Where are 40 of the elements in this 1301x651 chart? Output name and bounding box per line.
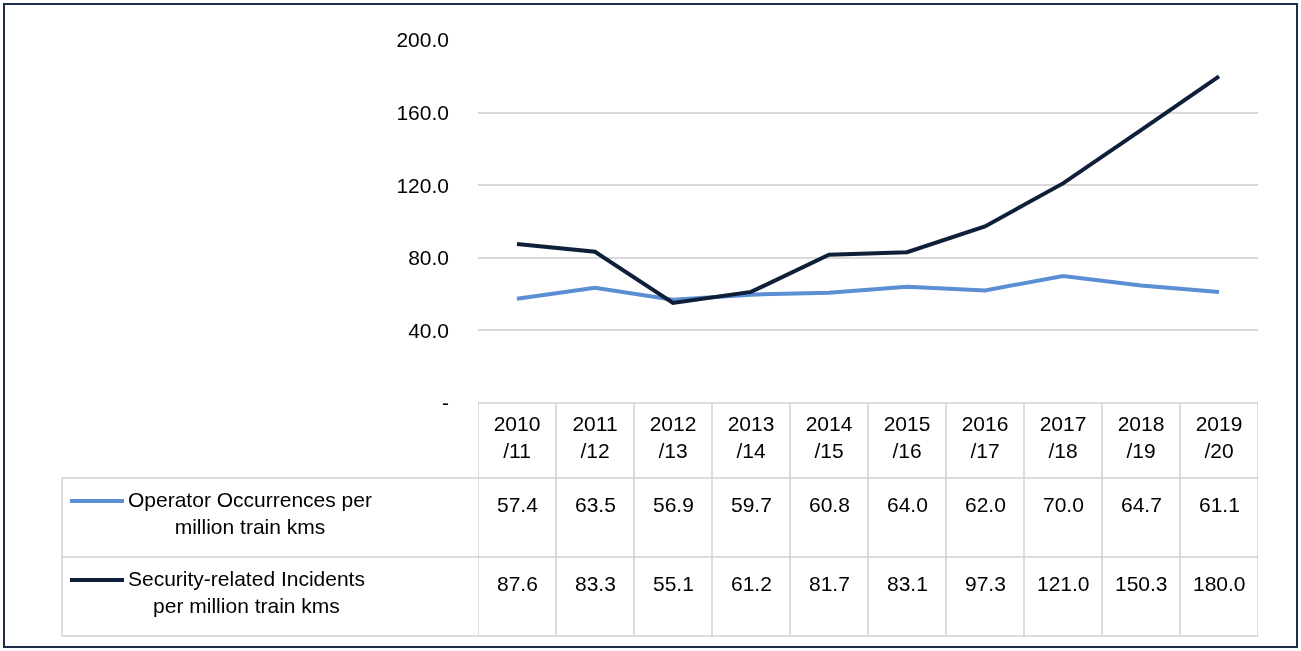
x-tick-label: 2010/11 <box>493 412 541 463</box>
data-label: 62.0 <box>965 493 1006 516</box>
data-label: 64.7 <box>1121 493 1162 516</box>
x-tick-label: 2011/12 <box>572 412 618 463</box>
data-label: 61.1 <box>1199 493 1240 516</box>
x-tick-label: 2016/17 <box>961 412 1009 463</box>
line-series <box>515 74 1221 305</box>
y-tick-label: 200.0 <box>396 28 449 52</box>
data-label: 180.0 <box>1193 572 1246 595</box>
data-label: 70.0 <box>1043 493 1084 516</box>
data-label: 56.9 <box>653 493 694 516</box>
data-label: 83.3 <box>575 572 616 595</box>
x-tick-label: 2017/18 <box>1039 412 1087 463</box>
x-tick-label: 2015/16 <box>883 412 931 463</box>
data-label: 87.6 <box>497 572 538 595</box>
data-label: 63.5 <box>575 493 616 516</box>
x-tick-label: 2013/14 <box>727 412 775 463</box>
legend-label: Security-related Incidents per million train kms <box>128 567 365 618</box>
legend-label: Operator Occurrences per million train kms <box>128 488 372 539</box>
data-label: 61.2 <box>731 572 772 595</box>
data-label: 150.3 <box>1115 572 1168 595</box>
data-label: 83.1 <box>887 572 928 595</box>
y-tick-label: 80.0 <box>408 246 449 270</box>
x-tick-label: 2014/15 <box>805 412 853 463</box>
data-label: 59.7 <box>731 493 772 516</box>
data-label: 60.8 <box>809 493 850 516</box>
data-label: 81.7 <box>809 572 850 595</box>
data-label: 64.0 <box>887 493 928 516</box>
line-series <box>515 273 1221 302</box>
data-label: 57.4 <box>497 493 539 516</box>
data-label: 121.0 <box>1037 572 1090 595</box>
y-tick-label: 120.0 <box>396 173 449 197</box>
x-tick-label: 2019/20 <box>1195 412 1243 463</box>
y-tick-label: 160.0 <box>396 100 449 124</box>
data-label: 97.3 <box>965 572 1006 595</box>
data-label: 55.1 <box>653 572 694 595</box>
y-tick-label: - <box>442 391 449 415</box>
y-tick-label: 40.0 <box>408 318 449 342</box>
x-tick-label: 2012/13 <box>649 412 697 463</box>
x-tick-label: 2018/19 <box>1117 412 1165 463</box>
